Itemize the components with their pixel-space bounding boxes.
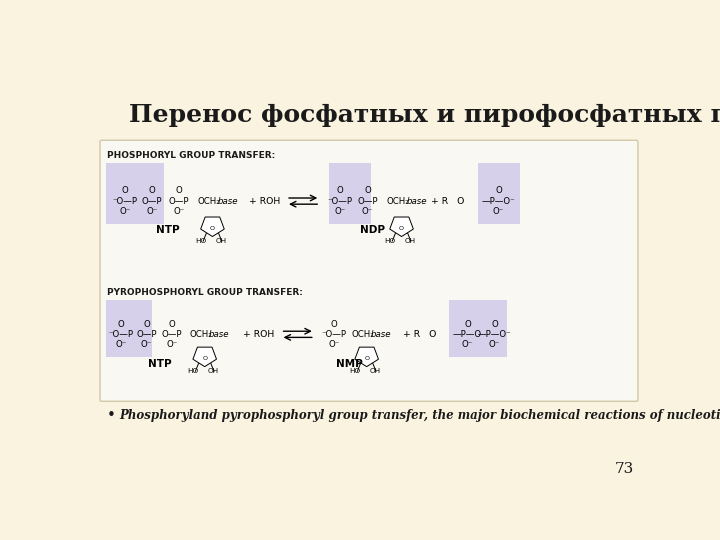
Text: O: O bbox=[464, 320, 471, 329]
Text: O⁻: O⁻ bbox=[328, 340, 340, 349]
Text: O—P: O—P bbox=[169, 197, 189, 206]
Text: PYROPHOSPHORYL GROUP TRANSFER:: PYROPHOSPHORYL GROUP TRANSFER: bbox=[107, 288, 303, 297]
Text: O: O bbox=[122, 186, 128, 195]
Text: O: O bbox=[117, 320, 125, 329]
Text: O—P: O—P bbox=[136, 330, 157, 339]
Text: Перенос фосфатных и пирофосфатных групп: Перенос фосфатных и пирофосфатных групп bbox=[129, 103, 720, 127]
Text: O⁻: O⁻ bbox=[362, 207, 373, 217]
Text: O: O bbox=[148, 186, 156, 195]
Text: OCH₂: OCH₂ bbox=[197, 197, 220, 206]
Text: HO: HO bbox=[195, 238, 207, 244]
Text: O⁻: O⁻ bbox=[166, 340, 178, 349]
Text: O: O bbox=[495, 186, 502, 195]
Text: ⁻O—P: ⁻O—P bbox=[109, 330, 133, 339]
Text: O: O bbox=[168, 320, 176, 329]
Text: NDP: NDP bbox=[361, 225, 385, 234]
Text: OH: OH bbox=[215, 238, 227, 244]
Text: O: O bbox=[143, 320, 150, 329]
Text: •: • bbox=[107, 408, 116, 423]
Text: O: O bbox=[364, 186, 371, 195]
Text: —P—O⁻: —P—O⁻ bbox=[482, 197, 516, 206]
Bar bbox=[477, 163, 520, 224]
Text: HO: HO bbox=[187, 368, 199, 374]
Text: O: O bbox=[399, 226, 404, 231]
Text: Phosphoryland pyrophosphoryl group transfer, the major biochemical reactions of : Phosphoryland pyrophosphoryl group trans… bbox=[120, 409, 720, 422]
Text: O⁻: O⁻ bbox=[492, 207, 504, 217]
Polygon shape bbox=[390, 217, 413, 237]
Text: base: base bbox=[210, 330, 230, 339]
Text: OCH₂: OCH₂ bbox=[189, 330, 212, 339]
Text: base: base bbox=[371, 330, 392, 339]
Text: O—P: O—P bbox=[142, 197, 162, 206]
Text: O⁻: O⁻ bbox=[120, 207, 130, 217]
Text: —P—O⁻: —P—O⁻ bbox=[478, 330, 511, 339]
Bar bbox=[106, 163, 163, 224]
Text: + ROH: + ROH bbox=[243, 330, 274, 339]
Text: O⁻: O⁻ bbox=[489, 340, 500, 349]
Text: OH: OH bbox=[207, 368, 219, 374]
Text: O—P: O—P bbox=[357, 197, 378, 206]
Text: ⁻O—P: ⁻O—P bbox=[112, 197, 138, 206]
Text: HO: HO bbox=[384, 238, 395, 244]
Text: NTP: NTP bbox=[148, 359, 171, 369]
Text: + R   O: + R O bbox=[402, 330, 436, 339]
Text: O⁻: O⁻ bbox=[174, 207, 185, 217]
Text: OCH₂: OCH₂ bbox=[387, 197, 409, 206]
Bar bbox=[106, 300, 152, 357]
Text: O: O bbox=[330, 320, 338, 329]
Text: O⁻: O⁻ bbox=[462, 340, 473, 349]
Text: O: O bbox=[210, 226, 215, 231]
Text: base: base bbox=[217, 197, 238, 206]
Text: NMP: NMP bbox=[336, 359, 363, 369]
Polygon shape bbox=[355, 347, 379, 367]
Text: —P—O: —P—O bbox=[453, 330, 482, 339]
Text: ⁻O—P: ⁻O—P bbox=[322, 330, 346, 339]
Text: O⁻: O⁻ bbox=[115, 340, 127, 349]
Bar bbox=[449, 300, 507, 357]
Text: O⁻: O⁻ bbox=[141, 340, 152, 349]
Polygon shape bbox=[193, 347, 217, 367]
Text: OCH₂: OCH₂ bbox=[351, 330, 374, 339]
Text: + R   O: + R O bbox=[431, 197, 464, 206]
Bar bbox=[329, 163, 372, 224]
Text: OH: OH bbox=[405, 238, 415, 244]
Text: O: O bbox=[202, 356, 207, 361]
Text: PHOSPHORYL GROUP TRANSFER:: PHOSPHORYL GROUP TRANSFER: bbox=[107, 151, 275, 160]
Text: O—P: O—P bbox=[162, 330, 182, 339]
Text: NTP: NTP bbox=[156, 225, 179, 234]
FancyBboxPatch shape bbox=[100, 140, 638, 401]
Text: OH: OH bbox=[369, 368, 381, 374]
Text: O⁻: O⁻ bbox=[146, 207, 158, 217]
Polygon shape bbox=[201, 217, 224, 237]
Text: + ROH: + ROH bbox=[248, 197, 280, 206]
Text: O: O bbox=[364, 356, 369, 361]
Text: HO: HO bbox=[349, 368, 361, 374]
Text: 73: 73 bbox=[615, 462, 634, 476]
Text: O⁻: O⁻ bbox=[335, 207, 346, 217]
Text: O: O bbox=[337, 186, 343, 195]
Text: O: O bbox=[491, 320, 498, 329]
Text: ⁻O—P: ⁻O—P bbox=[328, 197, 353, 206]
Text: O: O bbox=[176, 186, 182, 195]
Text: base: base bbox=[407, 197, 427, 206]
